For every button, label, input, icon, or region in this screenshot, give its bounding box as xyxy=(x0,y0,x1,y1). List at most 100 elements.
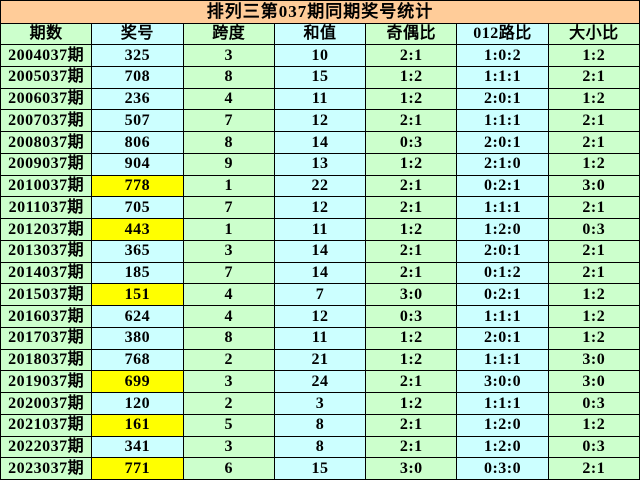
cell-road_012: 1:2:0 xyxy=(456,435,549,459)
table-row: 2014037期 185 7 14 2:1 0:1:2 2:1 xyxy=(0,261,640,285)
cell-road_012: 1:2:0 xyxy=(456,218,549,241)
cell-number: 768 xyxy=(91,348,184,372)
table-row: 2012037期 443 1 11 1:2 1:2:0 0:3 xyxy=(0,218,640,241)
cell-road_012: 2:0:1 xyxy=(456,87,549,111)
cell-number: 705 xyxy=(91,196,184,219)
cell-big_small: 2:1 xyxy=(547,65,640,89)
cell-big_small: 2:1 xyxy=(547,109,640,132)
cell-sum: 12 xyxy=(273,109,367,132)
cell-road_012: 2:0:1 xyxy=(456,326,549,350)
cell-number: 120 xyxy=(91,392,184,415)
cell-span: 7 xyxy=(182,109,275,132)
cell-sum: 12 xyxy=(273,196,367,219)
cell-odd_even: 2:1 xyxy=(365,370,458,393)
cell-big_small: 3:0 xyxy=(547,370,640,393)
cell-sum: 24 xyxy=(273,370,367,393)
column-header-road_012: 012路比 xyxy=(456,23,549,45)
cell-number-highlighted: 771 xyxy=(91,457,184,480)
cell-road_012: 1:0:2 xyxy=(456,44,549,67)
cell-odd_even: 2:1 xyxy=(365,413,458,437)
cell-road_012: 0:2:1 xyxy=(456,174,549,198)
cell-sum: 21 xyxy=(273,348,367,372)
cell-period: 2014037期 xyxy=(0,261,93,285)
cell-sum: 11 xyxy=(273,87,367,111)
cell-odd_even: 2:1 xyxy=(365,44,458,67)
cell-odd_even: 2:1 xyxy=(365,109,458,132)
cell-big_small: 1:2 xyxy=(547,152,640,176)
cell-number-highlighted: 699 xyxy=(91,370,184,393)
cell-road_012: 2:0:1 xyxy=(456,131,549,154)
column-header-number: 奖号 xyxy=(91,23,184,45)
cell-period: 2011037期 xyxy=(0,196,93,219)
cell-span: 5 xyxy=(182,413,275,437)
cell-span: 4 xyxy=(182,283,275,306)
cell-sum: 14 xyxy=(273,261,367,285)
cell-period: 2012037期 xyxy=(0,218,93,241)
cell-span: 3 xyxy=(182,435,275,459)
cell-period: 2007037期 xyxy=(0,109,93,132)
cell-number-highlighted: 778 xyxy=(91,174,184,198)
column-header-span: 跨度 xyxy=(182,23,275,45)
cell-number: 624 xyxy=(91,305,184,328)
cell-big_small: 2:1 xyxy=(547,457,640,480)
column-header-big_small: 大小比 xyxy=(547,23,640,45)
cell-odd_even: 0:3 xyxy=(365,131,458,154)
cell-odd_even: 2:1 xyxy=(365,261,458,285)
cell-big_small: 1:2 xyxy=(547,326,640,350)
table-row: 2008037期 806 8 14 0:3 2:0:1 2:1 xyxy=(0,131,640,154)
cell-span: 7 xyxy=(182,261,275,285)
cell-span: 2 xyxy=(182,348,275,372)
table-row: 2013037期 365 3 14 2:1 2:0:1 2:1 xyxy=(0,239,640,263)
cell-number: 806 xyxy=(91,131,184,154)
cell-span: 3 xyxy=(182,44,275,67)
cell-span: 8 xyxy=(182,65,275,89)
cell-number-highlighted: 443 xyxy=(91,218,184,241)
cell-period: 2013037期 xyxy=(0,239,93,263)
cell-period: 2006037期 xyxy=(0,87,93,111)
cell-span: 9 xyxy=(182,152,275,176)
cell-sum: 15 xyxy=(273,457,367,480)
cell-span: 1 xyxy=(182,218,275,241)
cell-road_012: 1:2:0 xyxy=(456,413,549,437)
cell-period: 2018037期 xyxy=(0,348,93,372)
cell-odd_even: 1:2 xyxy=(365,326,458,350)
cell-road_012: 1:1:1 xyxy=(456,305,549,328)
cell-sum: 8 xyxy=(273,435,367,459)
table-row: 2006037期 236 4 11 1:2 2:0:1 1:2 xyxy=(0,87,640,111)
cell-odd_even: 1:2 xyxy=(365,65,458,89)
cell-period: 2008037期 xyxy=(0,131,93,154)
cell-odd_even: 2:1 xyxy=(365,196,458,219)
cell-odd_even: 2:1 xyxy=(365,435,458,459)
cell-period: 2004037期 xyxy=(0,44,93,67)
cell-number: 341 xyxy=(91,435,184,459)
cell-span: 1 xyxy=(182,174,275,198)
cell-big_small: 0:3 xyxy=(547,392,640,415)
cell-big_small: 3:0 xyxy=(547,348,640,372)
cell-number: 325 xyxy=(91,44,184,67)
cell-road_012: 1:1:1 xyxy=(456,196,549,219)
cell-period: 2017037期 xyxy=(0,326,93,350)
cell-big_small: 1:2 xyxy=(547,44,640,67)
cell-odd_even: 1:2 xyxy=(365,348,458,372)
cell-big_small: 1:2 xyxy=(547,413,640,437)
cell-odd_even: 0:3 xyxy=(365,305,458,328)
cell-number: 236 xyxy=(91,87,184,111)
table-row: 2010037期 778 1 22 2:1 0:2:1 3:0 xyxy=(0,174,640,198)
table-row: 2018037期 768 2 21 1:2 1:1:1 3:0 xyxy=(0,348,640,372)
cell-sum: 7 xyxy=(273,283,367,306)
cell-road_012: 1:1:1 xyxy=(456,65,549,89)
table-row: 2017037期 380 8 11 1:2 2:0:1 1:2 xyxy=(0,326,640,350)
cell-period: 2019037期 xyxy=(0,370,93,393)
cell-big_small: 0:3 xyxy=(547,435,640,459)
cell-span: 8 xyxy=(182,326,275,350)
cell-big_small: 3:0 xyxy=(547,174,640,198)
cell-sum: 22 xyxy=(273,174,367,198)
cell-road_012: 1:1:1 xyxy=(456,109,549,132)
cell-road_012: 1:1:1 xyxy=(456,392,549,415)
cell-number: 904 xyxy=(91,152,184,176)
table-row: 2015037期 151 4 7 3:0 0:2:1 1:2 xyxy=(0,283,640,306)
cell-period: 2010037期 xyxy=(0,174,93,198)
cell-big_small: 1:2 xyxy=(547,87,640,111)
table-row: 2004037期 325 3 10 2:1 1:0:2 1:2 xyxy=(0,44,640,67)
